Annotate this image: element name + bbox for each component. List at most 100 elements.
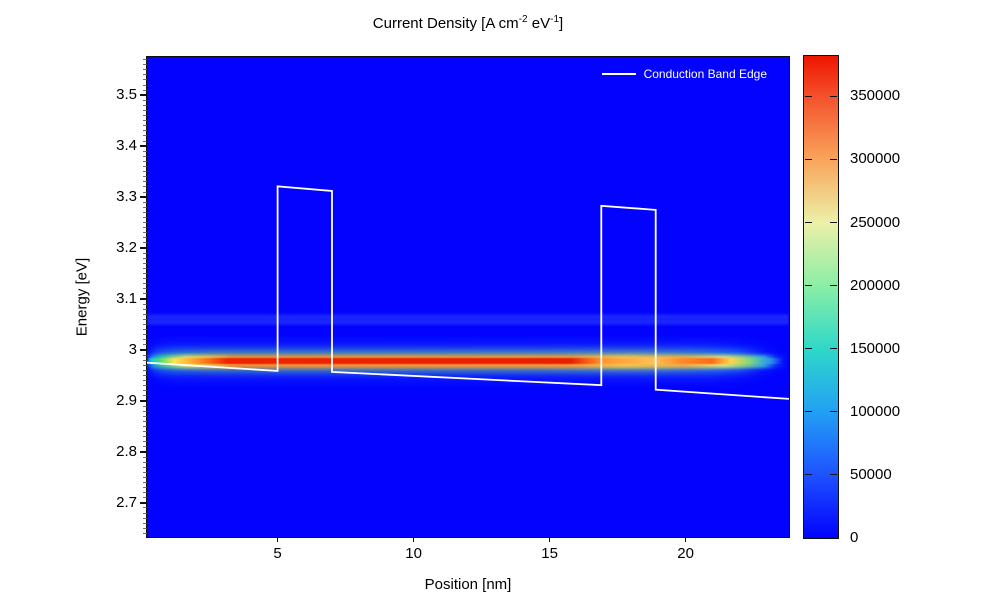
y-axis-minor-tick [143,79,147,81]
x-axis-tick [548,538,551,542]
y-axis-minor-tick [143,497,147,499]
figure-title: Current Density [A cm-2 eV-1] [146,14,790,32]
y-axis-tick [140,502,147,504]
y-axis-tick [140,145,147,147]
y-axis-minor-tick [143,176,147,178]
colorbar-tick [805,221,812,224]
colorbar-tick [830,348,837,350]
y-axis-minor-tick [143,334,147,336]
x-axis-tick-label: 5 [273,545,282,562]
y-axis-minor-tick [143,492,147,494]
legend-label: Conduction Band Edge [643,67,767,81]
y-axis-minor-tick [143,446,147,448]
y-axis-minor-tick [143,471,147,473]
y-axis-minor-tick [143,181,147,183]
title-text-2: eV [527,15,551,32]
y-axis-minor-tick [143,456,147,458]
y-axis-tick-label: 3.3 [116,188,137,206]
title-text-3: ] [559,15,564,32]
y-axis-minor-tick [143,476,147,478]
y-axis-minor-tick [143,64,147,66]
colorbar-tick-label: 100000 [850,402,901,420]
y-axis-minor-tick [143,324,147,326]
y-axis-minor-tick [143,339,147,341]
x-axis-tick [276,538,279,542]
y-axis-minor-tick [143,522,147,524]
y-axis-tick-label: 2.8 [116,442,137,460]
colorbar-tick [830,158,837,161]
y-axis-tick-label: 3.5 [116,86,137,104]
y-axis-minor-tick [143,110,147,111]
y-axis-minor-tick [143,415,147,417]
y-axis-minor-tick [143,512,147,514]
y-axis-tick-label: 2.7 [116,493,137,511]
y-axis-minor-tick [143,507,147,509]
y-axis-minor-tick [143,206,147,208]
y-axis-minor-tick [143,313,147,315]
y-axis-tick-label: 3.2 [116,239,137,257]
y-axis-tick-label: 2.9 [116,391,137,409]
y-axis-tick-label: 3.4 [116,137,137,155]
y-axis-minor-tick [143,130,147,132]
colorbar-tick-label: 350000 [850,87,901,105]
y-axis-minor-tick [143,527,147,529]
y-axis-tick [140,196,147,198]
y-axis-minor-tick [143,99,147,101]
y-axis-minor-tick [143,390,147,392]
y-axis-minor-tick [143,517,147,519]
y-axis-minor-tick [143,278,147,280]
colorbar-tick [830,95,837,97]
y-axis-minor-tick [143,257,147,259]
y-axis-minor-tick [143,59,147,61]
y-axis-minor-tick [143,308,147,310]
y-axis-minor-tick [143,532,147,534]
colorbar-tick [805,158,812,161]
y-axis-minor-tick [143,252,147,254]
y-axis-minor-tick [143,369,147,371]
x-axis-tick-label: 15 [541,545,558,562]
y-axis-minor-tick [143,242,147,244]
y-axis-minor-tick [143,283,147,285]
y-axis-tick [140,94,147,96]
y-axis-minor-tick [143,150,147,152]
colorbar-tick-label: 300000 [850,150,901,168]
y-axis-minor-tick [143,487,147,489]
title-text: Current Density [A cm [372,15,519,32]
y-axis-tick-label: 3 [128,340,137,358]
y-axis-minor-tick [143,395,147,397]
y-axis-minor-tick [143,222,147,224]
colorbar-tick [830,474,837,476]
y-axis-minor-tick [143,237,147,239]
y-axis-minor-tick [143,115,147,117]
x-axis-tick-label: 10 [405,545,422,562]
x-axis-tick-label: 20 [677,545,694,562]
y-axis-minor-tick [143,191,147,193]
y-axis-minor-tick [143,84,147,86]
y-axis-tick-label: 3.1 [116,290,137,308]
y-axis-minor-tick [143,160,147,162]
y-axis-minor-tick [143,217,147,218]
y-axis-minor-tick [143,140,147,142]
colorbar-tick [830,411,837,413]
y-axis-minor-tick [143,69,147,71]
y-axis-minor-tick [143,431,147,433]
y-axis-tick [140,298,147,300]
y-axis-minor-tick [143,288,147,290]
y-axis-minor-tick [143,344,147,346]
y-axis-minor-tick [143,359,147,361]
y-axis-minor-tick [143,74,147,76]
heatmap-plot-area: Conduction Band Edge [146,56,790,538]
y-axis-minor-tick [143,303,147,305]
y-axis-minor-tick [143,329,147,331]
y-axis-minor-tick [143,262,147,264]
y-axis-minor-tick [143,135,147,137]
y-axis-minor-tick [143,267,147,269]
title-superscript-1: -2 [518,14,528,25]
y-axis-minor-tick [143,171,147,173]
colorbar-tick-label: 0 [850,529,859,546]
y-axis-minor-tick [143,364,147,366]
colorbar-tick-label: 50000 [850,465,892,483]
colorbar-tick-label: 200000 [850,276,901,294]
y-axis-minor-tick [143,120,147,122]
